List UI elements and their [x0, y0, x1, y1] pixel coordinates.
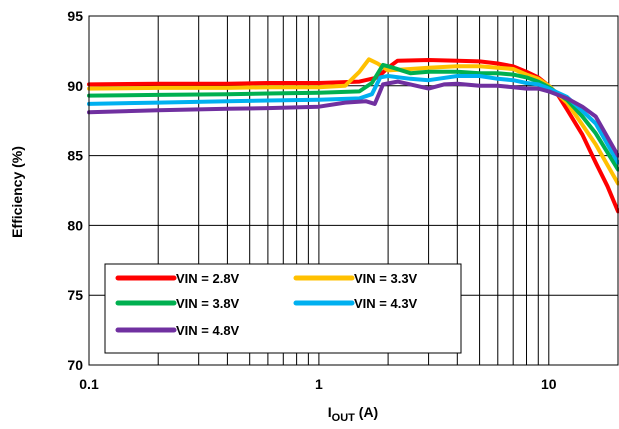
y-axis-title: Efficiency (%): [9, 146, 25, 238]
legend-label-5: VIN = 4.8V: [176, 323, 240, 338]
y-tick-label: 70: [67, 357, 83, 373]
legend: VIN = 2.8V VIN = 3.3V VIN = 3.8V VIN = 4.3V…: [104, 263, 462, 354]
series-line-5: [87, 79, 619, 158]
y-tick-label: 95: [67, 8, 83, 24]
x-tick-labels: 0.1 1 10: [79, 376, 557, 392]
series-line-1: [87, 58, 619, 214]
y-tick-label: 80: [67, 217, 83, 233]
series-layer: [87, 57, 619, 214]
plot-border: [88, 15, 619, 366]
y-tick-labels: 70 75 80 85 90 95: [67, 8, 83, 373]
x-axis-title: IOUT (A): [328, 404, 378, 424]
x-axis-title-unit: (A): [355, 404, 378, 420]
y-tick-label: 85: [67, 148, 83, 164]
legend-label-1: VIN = 2.8V: [176, 271, 240, 286]
legend-label-3: VIN = 3.8V: [176, 296, 240, 311]
x-axis-title-subscript: OUT: [332, 412, 356, 424]
legend-label-2: VIN = 3.3V: [354, 271, 418, 286]
x-tick-label: 0.1: [79, 376, 99, 392]
x-tick-label: 10: [541, 376, 557, 392]
y-tick-label: 75: [67, 287, 83, 303]
x-tick-label: 1: [315, 376, 323, 392]
x-axis-title-main: I: [328, 404, 332, 420]
y-tick-label: 90: [67, 78, 83, 94]
legend-label-4: VIN = 4.3V: [354, 296, 418, 311]
